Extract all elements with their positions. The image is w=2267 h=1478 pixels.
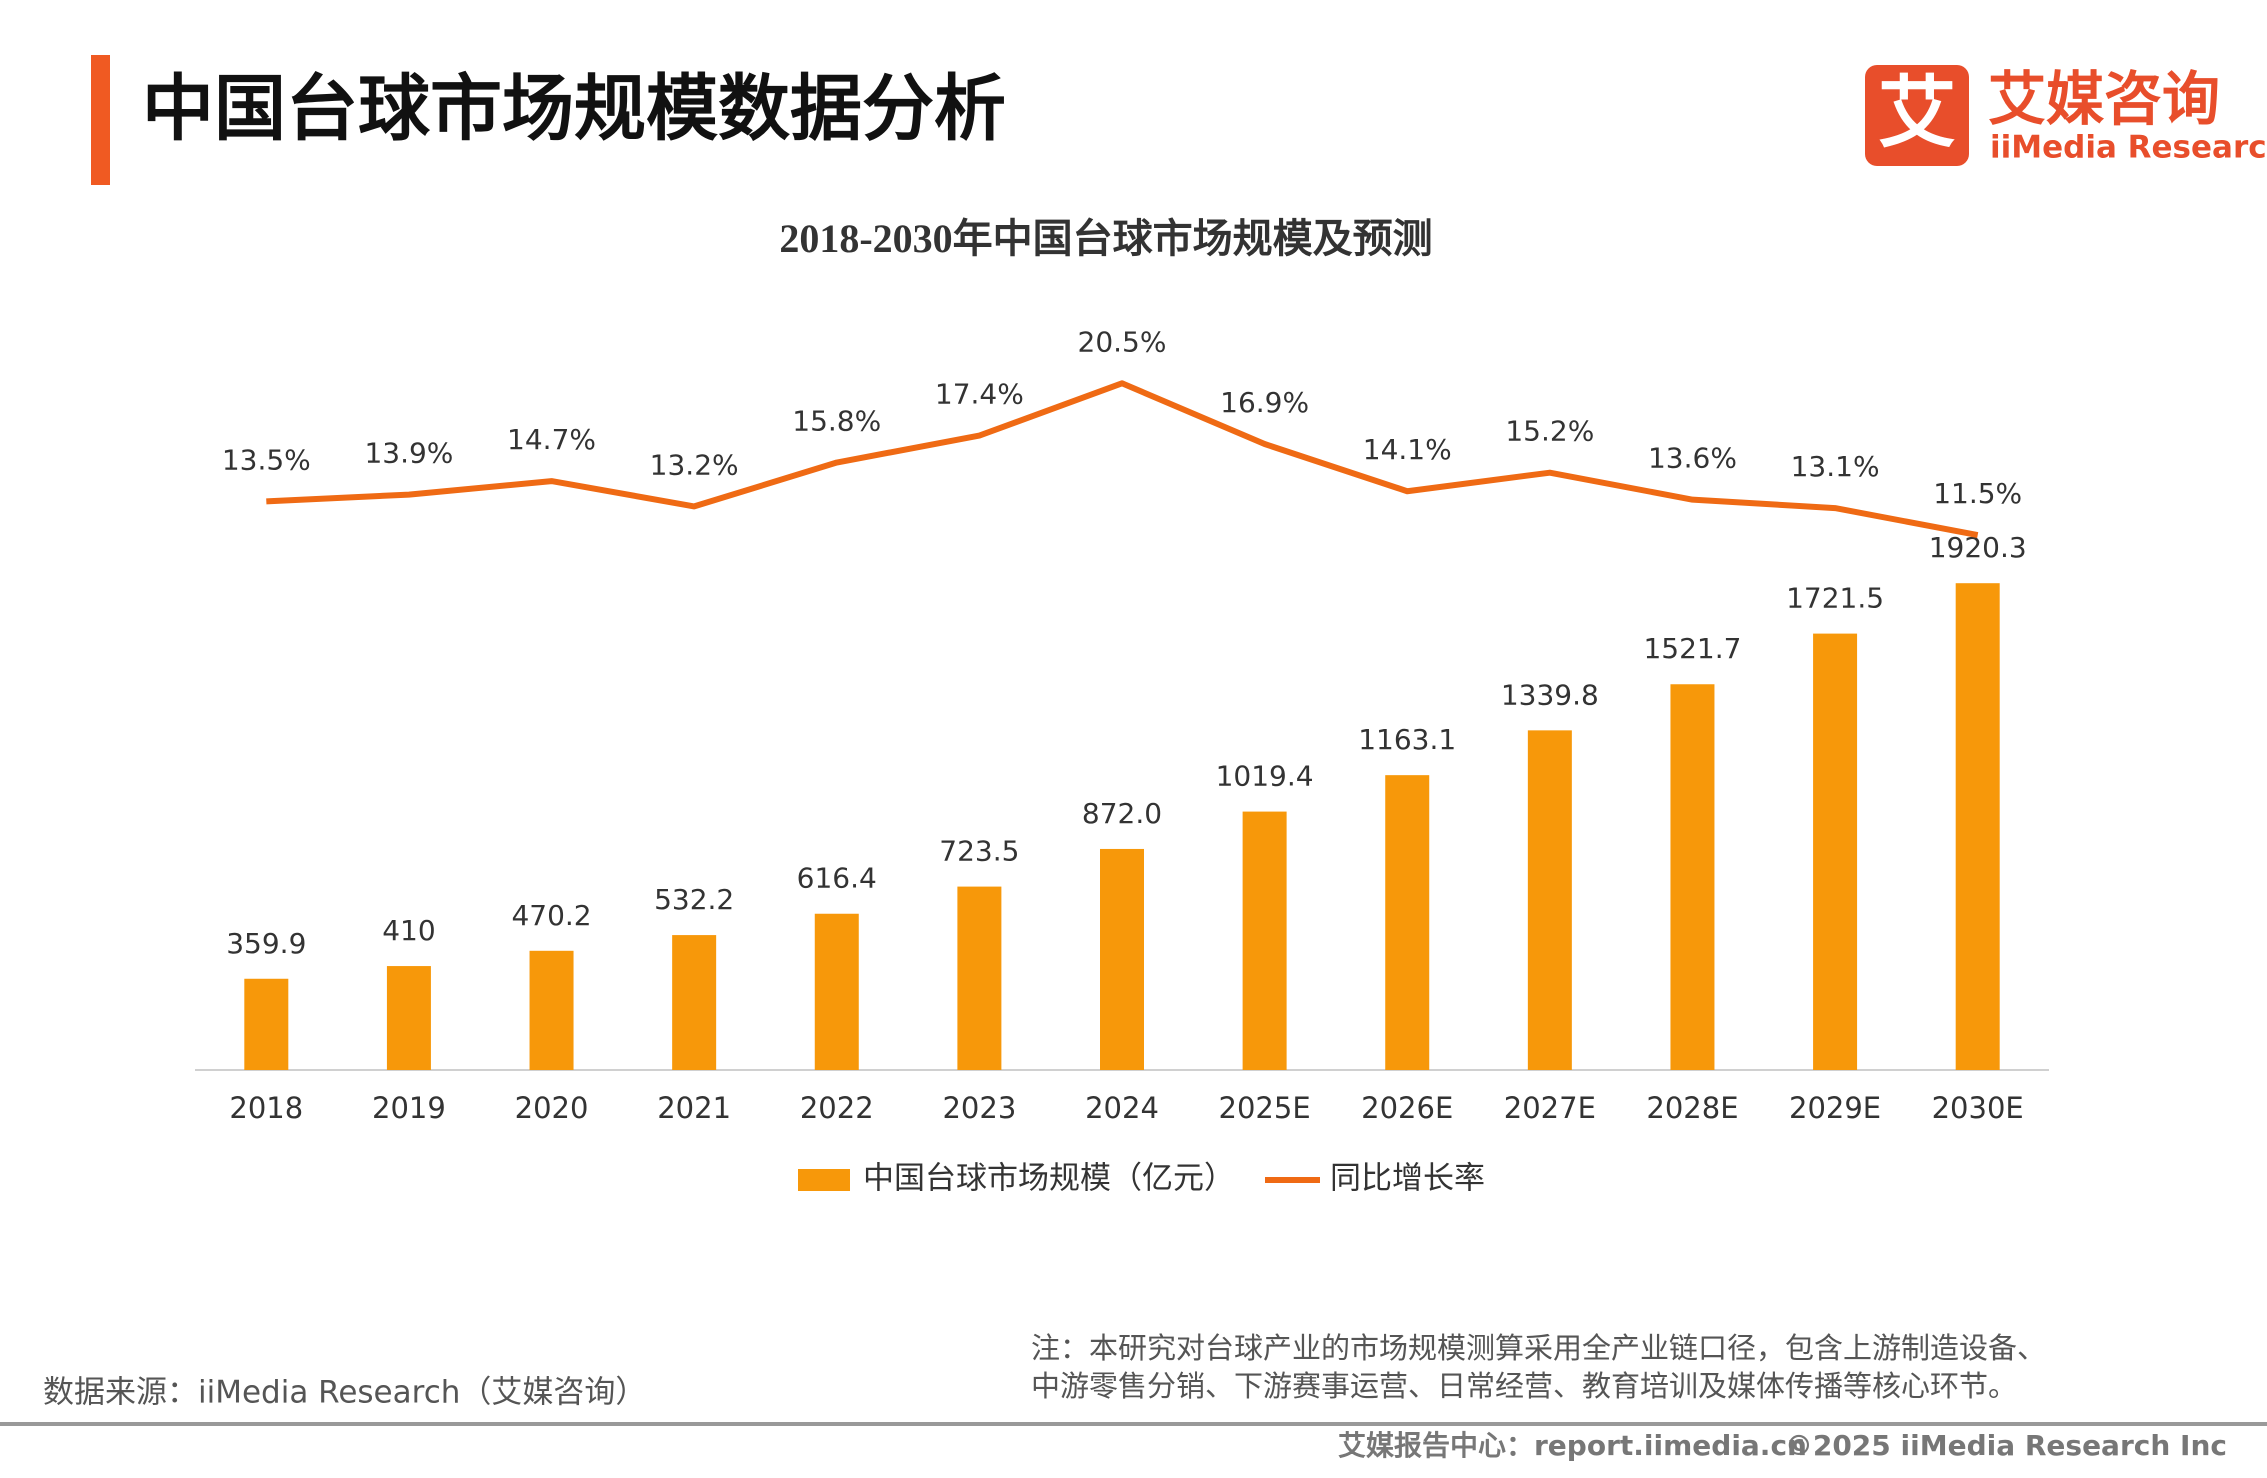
bar	[1955, 583, 2000, 1070]
data-label: 1721.5	[1786, 582, 1884, 615]
data-label: 13.5%	[222, 443, 311, 476]
data-label: 15.8%	[792, 405, 881, 438]
data-label: 13.6%	[1648, 442, 1737, 475]
data-label: 20.5%	[1078, 325, 1167, 358]
data-label: 1339.8	[1501, 678, 1599, 711]
logo-char: 艾	[1878, 68, 1956, 158]
data-label: 1521.7	[1643, 632, 1741, 665]
line	[266, 380, 1979, 539]
x-tick-label: 2027E	[1504, 1091, 1596, 1125]
data-label: 470.2	[511, 899, 591, 932]
chart-title: 2018-2030年中国台球市场规模及预测	[779, 216, 1432, 261]
data-label: 13.2%	[650, 448, 739, 481]
data-label: 1163.1	[1358, 723, 1456, 756]
title-accent	[91, 55, 110, 185]
data-label: 872.0	[1082, 797, 1162, 830]
data-label: 14.7%	[507, 423, 596, 456]
data-label: 616.4	[797, 862, 877, 895]
bar	[1100, 848, 1144, 1070]
footer-right: ©2025 iiMedia Research Inc	[1785, 1429, 2227, 1462]
bar	[1813, 633, 1858, 1070]
note-line: 中游零售分销、下游赛事运营、日常经营、教育培训及媒体传播等核心环节。	[1031, 1369, 2017, 1403]
bar	[814, 913, 859, 1070]
x-tick-label: 2020	[515, 1091, 589, 1125]
legend-swatch	[798, 1169, 850, 1191]
x-tick-label: 2025E	[1219, 1091, 1311, 1125]
data-label: 723.5	[939, 835, 1019, 868]
bar	[529, 950, 574, 1070]
x-tick-label: 2019	[372, 1091, 446, 1125]
logo-box	[1865, 65, 1969, 166]
x-tick-label: 2028E	[1646, 1091, 1738, 1125]
page-title: 中国台球市场规模数据分析	[142, 67, 1006, 151]
data-label: 11.5%	[1933, 477, 2022, 510]
bar	[386, 966, 431, 1070]
x-tick-label: 2029E	[1789, 1091, 1881, 1125]
data-label: 410	[382, 914, 435, 947]
x-tick-label: 2024	[1085, 1091, 1159, 1125]
bar	[1385, 775, 1430, 1070]
data-label: 16.9%	[1220, 386, 1309, 419]
data-label: 14.1%	[1363, 433, 1452, 466]
bar	[957, 886, 1002, 1070]
bar	[672, 935, 717, 1070]
bar	[1670, 684, 1715, 1070]
footer-left: 艾媒报告中心：report.iimedia.cn	[1338, 1429, 1807, 1462]
x-tick-label: 2022	[800, 1091, 874, 1125]
data-label: 13.1%	[1791, 450, 1880, 483]
x-tick-label: 2018	[229, 1091, 303, 1125]
data-label: 15.2%	[1505, 415, 1594, 448]
data-label: 13.9%	[364, 437, 453, 470]
data-label: 1920.3	[1929, 531, 2027, 564]
data-label: 1019.4	[1216, 760, 1314, 793]
note-line: 注：本研究对台球产业的市场规模测算采用全产业链口径，包含上游制造设备、	[1031, 1331, 2046, 1365]
bar	[1242, 811, 1287, 1070]
bar	[244, 978, 289, 1070]
bar	[1527, 730, 1572, 1070]
source: 数据来源：iiMedia Research（艾媒咨询）	[43, 1375, 646, 1411]
x-tick-label: 2030E	[1932, 1091, 2024, 1125]
logo-sub: iiMedia Research	[1990, 130, 2267, 166]
logo-name: 艾媒咨询	[1988, 65, 2220, 133]
legend-label: 同比增长率	[1330, 1161, 1485, 1197]
data-label: 359.9	[226, 927, 306, 960]
x-tick-label: 2023	[942, 1091, 1016, 1125]
data-label: 532.2	[654, 883, 734, 916]
legend-label: 中国台球市场规模（亿元）	[863, 1161, 1235, 1197]
x-tick-label: 2021	[657, 1091, 731, 1125]
x-tick-label: 2026E	[1361, 1091, 1453, 1125]
data-label: 17.4%	[935, 378, 1024, 411]
